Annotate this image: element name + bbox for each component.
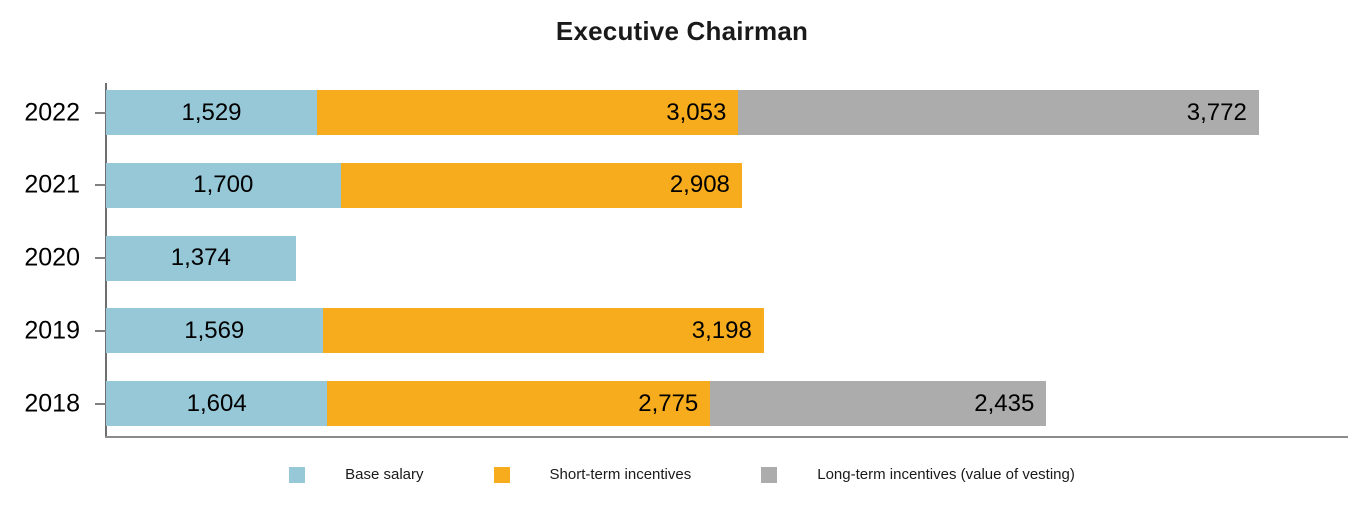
axis-tick bbox=[95, 402, 106, 405]
legend-item-base-salary: Base salary bbox=[289, 466, 424, 483]
bar-segment-long-term-incentives-value-of-vesting: 3,772 bbox=[738, 90, 1259, 135]
bar-segment-base-salary: 1,374 bbox=[106, 235, 296, 281]
bar-row-2022: 2022 1,529 3,053 3,772 bbox=[0, 90, 1364, 135]
legend-swatch-icon bbox=[493, 466, 510, 483]
legend-label: Short-term incentives bbox=[549, 466, 692, 483]
bar-value-label: 1,529 bbox=[181, 98, 242, 126]
bar-segment-short-term-incentives: 2,908 bbox=[340, 162, 742, 208]
legend-swatch-icon bbox=[289, 466, 306, 483]
bar-value-label: 1,700 bbox=[193, 171, 254, 199]
chart-title: Executive Chairman bbox=[555, 16, 809, 46]
axis-tick bbox=[95, 111, 106, 114]
bar-value-label: 2,435 bbox=[974, 389, 1035, 417]
axis-tick bbox=[95, 257, 106, 259]
bar-value-label: 1,569 bbox=[184, 316, 245, 344]
bar-value-label: 1,374 bbox=[170, 244, 231, 271]
bar-segment-short-term-incentives: 3,053 bbox=[317, 90, 739, 135]
bar-row-2018: 2018 1,604 2,775 2,435 bbox=[0, 381, 1364, 426]
year-label: 2019 bbox=[24, 316, 80, 345]
bar-value-label: 2,908 bbox=[669, 171, 730, 199]
bar-value-label: 3,053 bbox=[666, 98, 727, 126]
legend-swatch-icon bbox=[761, 466, 778, 483]
legend-label: Base salary bbox=[345, 466, 424, 483]
bar-row-2019: 2019 1,569 3,198 bbox=[0, 308, 1364, 354]
year-label: 2022 bbox=[24, 98, 80, 126]
axis-tick bbox=[95, 329, 106, 332]
bar-value-label: 1,604 bbox=[186, 389, 247, 417]
x-axis-line bbox=[105, 436, 1348, 438]
year-label: 2021 bbox=[24, 170, 80, 199]
bar-row-2020: 2020 1,374 bbox=[0, 235, 1364, 281]
bar-segment-base-salary: 1,529 bbox=[106, 90, 317, 135]
bar-segment-base-salary: 1,700 bbox=[106, 162, 341, 208]
legend-item-long-term-incentives-value-of-vesting: Long-term incentives (value of vesting) bbox=[761, 466, 1075, 483]
bar-row-2021: 2021 1,700 2,908 bbox=[0, 162, 1364, 208]
bar-segment-long-term-incentives-value-of-vesting: 2,435 bbox=[710, 381, 1047, 426]
legend-item-short-term-incentives: Short-term incentives bbox=[493, 466, 692, 483]
bar-segment-short-term-incentives: 2,775 bbox=[327, 381, 711, 426]
bar-segment-base-salary: 1,569 bbox=[106, 308, 323, 354]
year-label: 2018 bbox=[24, 389, 80, 417]
bar-value-label: 2,775 bbox=[638, 389, 699, 417]
axis-tick bbox=[95, 184, 106, 187]
bar-value-label: 3,772 bbox=[1186, 98, 1247, 126]
year-label: 2020 bbox=[24, 243, 80, 272]
bar-value-label: 3,198 bbox=[691, 316, 752, 344]
legend: Base salary Short-term incentives Long-ter… bbox=[0, 466, 1364, 483]
bar-segment-short-term-incentives: 3,198 bbox=[322, 308, 764, 354]
bar-segment-base-salary: 1,604 bbox=[106, 381, 328, 426]
legend-label: Long-term incentives (value of vesting) bbox=[817, 466, 1075, 483]
